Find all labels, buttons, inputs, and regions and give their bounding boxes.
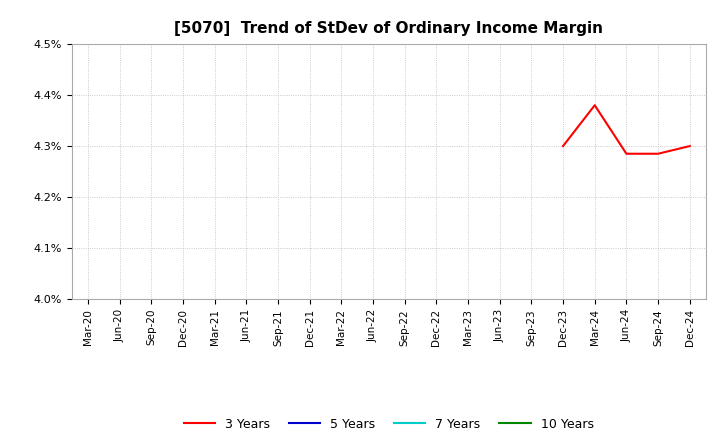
Title: [5070]  Trend of StDev of Ordinary Income Margin: [5070] Trend of StDev of Ordinary Income… [174, 21, 603, 36]
3 Years [590, 103, 599, 108]
Legend: 3 Years, 5 Years, 7 Years, 10 Years: 3 Years, 5 Years, 7 Years, 10 Years [179, 413, 598, 436]
Line: 3 Years: 3 Years [563, 105, 690, 154]
3 Years [654, 151, 662, 156]
3 Years [622, 151, 631, 156]
3 Years [559, 143, 567, 149]
3 Years [685, 143, 694, 149]
